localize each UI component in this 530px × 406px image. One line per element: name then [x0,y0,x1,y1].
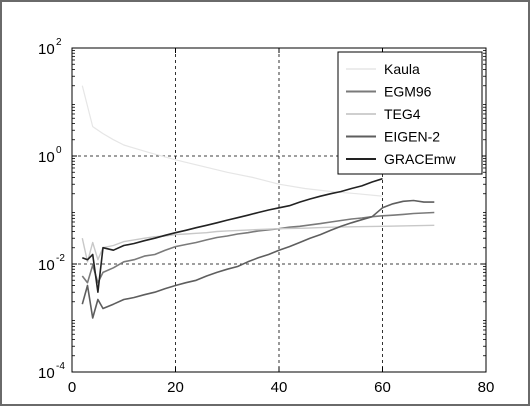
y-tick-label: 10 2 [38,37,62,58]
y-tick-exponent: -2 [56,253,65,264]
x-tick-label: 80 [478,379,495,396]
y-tick-label: 10 -2 [38,253,65,274]
series-line-eigen-2 [81,199,435,319]
legend-label-teg4: TEG4 [384,106,421,122]
legend-label-eigen-2: EIGEN-2 [384,129,440,145]
y-tick-base: 10 [38,257,55,274]
legend-label-egm96: EGM96 [384,84,432,100]
series-line-kaula [81,85,383,197]
y-tick-exponent: 2 [56,37,62,48]
legend-label-kaula: Kaula [384,61,420,77]
series-line-egm96 [81,211,435,284]
legend-box [337,51,483,175]
x-tick-label: 20 [167,379,184,396]
y-tick-label: 10 -4 [38,361,65,382]
series-line-gracemw [82,177,383,294]
y-tick-base: 10 [38,365,55,382]
y-tick-base: 10 [38,149,55,166]
y-tick-base: 10 [38,41,55,58]
x-tick-label: 0 [68,379,76,396]
y-tick-label: 10 0 [38,145,62,166]
x-tick-label: 60 [374,379,391,396]
x-tick-label: 40 [271,379,288,396]
y-tick-exponent: 0 [56,145,62,156]
y-tick-exponent: -4 [56,361,65,372]
legend-label-gracemw: GRACEmw [384,151,456,167]
